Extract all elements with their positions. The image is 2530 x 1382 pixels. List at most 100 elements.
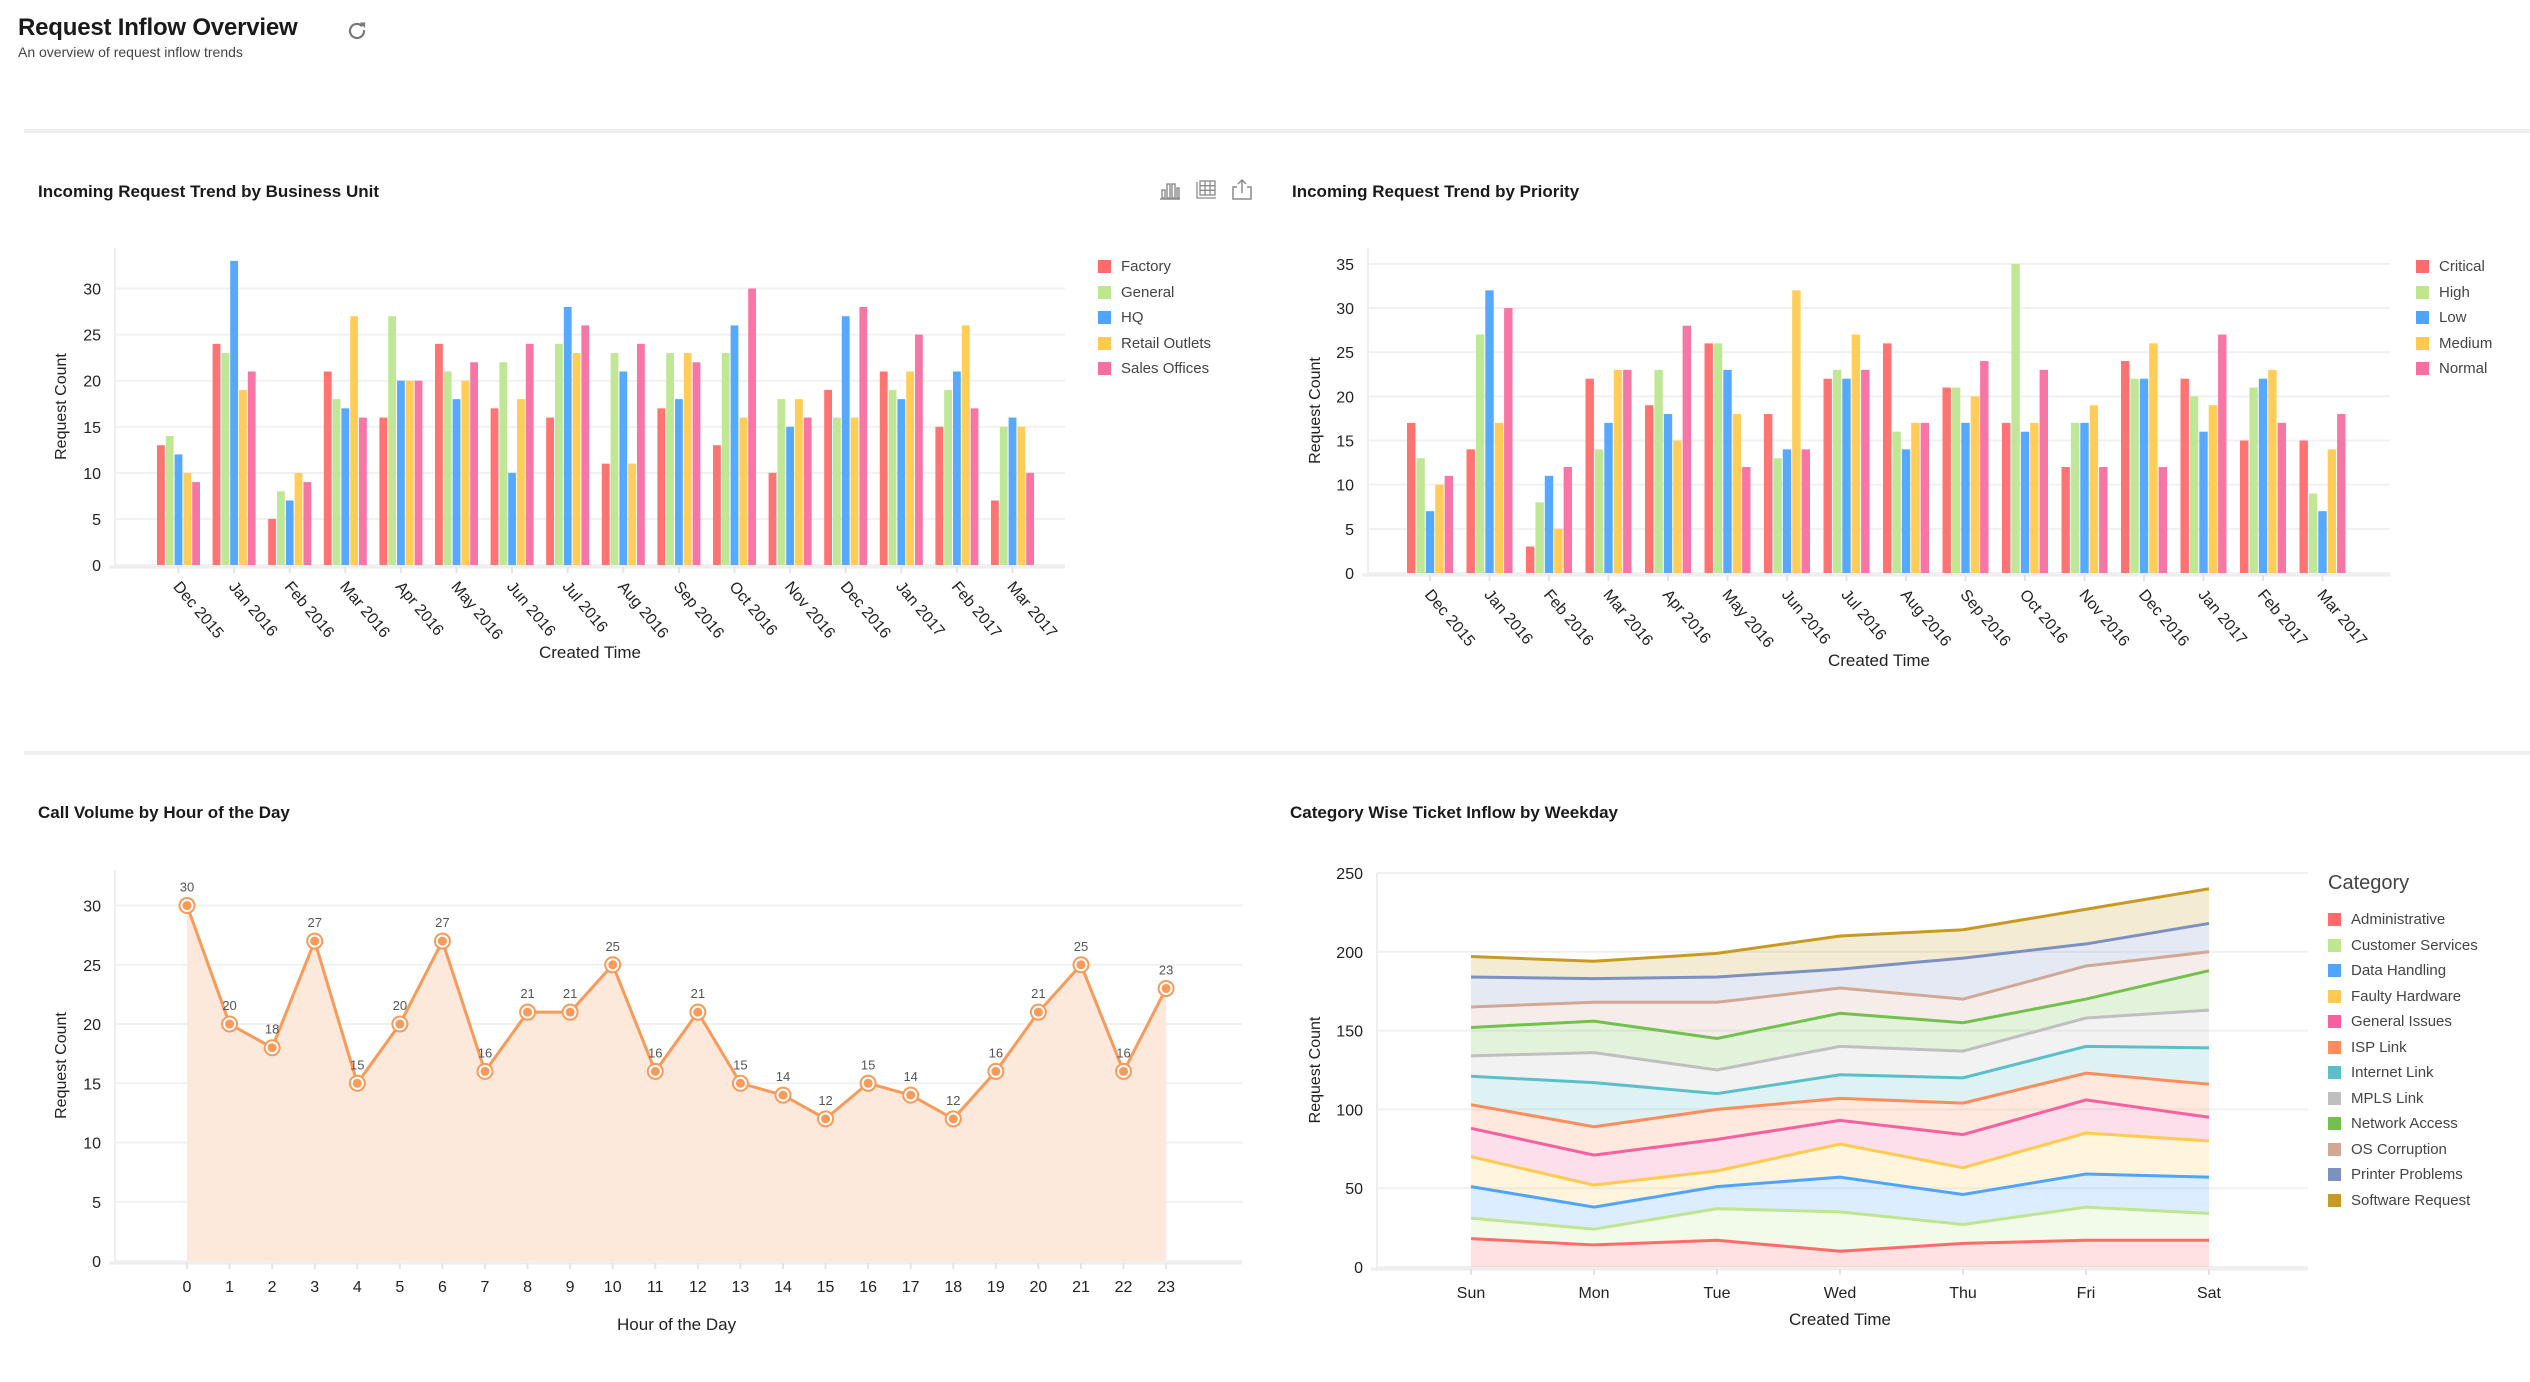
bar-critical xyxy=(2121,361,2130,573)
bar-general xyxy=(944,389,952,565)
bar-sales-offices xyxy=(414,380,423,565)
bar-retail-outlets xyxy=(628,463,636,565)
x-tick-label: 6 xyxy=(438,1279,447,1296)
bar-general xyxy=(999,426,1008,565)
bar-general xyxy=(555,343,563,565)
x-tick-label: Dec 2015 xyxy=(1421,587,1478,650)
x-tick-label: 8 xyxy=(523,1279,532,1296)
bar-chart-icon[interactable] xyxy=(1158,178,1182,202)
legend-label: Printer Problems xyxy=(2351,1166,2463,1184)
bar-hq xyxy=(230,260,238,565)
data-label: 12 xyxy=(818,1093,832,1108)
legend-item-general-issues[interactable]: General Issues xyxy=(2328,1009,2478,1035)
bar-high xyxy=(1654,369,1663,573)
bar-normal xyxy=(2158,467,2167,573)
bar-factory xyxy=(268,518,276,565)
area-mpls-link xyxy=(1471,1010,2209,1094)
bar-high xyxy=(1535,502,1544,573)
legend-item-isp-link[interactable]: ISP Link xyxy=(2328,1035,2478,1061)
data-point-core xyxy=(1033,1007,1043,1017)
line-isp-link xyxy=(1470,1071,2210,1129)
bar-retail-outlets xyxy=(906,371,914,565)
bar-general xyxy=(777,399,786,565)
data-label: 16 xyxy=(478,1045,492,1060)
export-icon[interactable] xyxy=(1230,178,1254,202)
bar-normal xyxy=(2337,414,2346,573)
legend-item-medium[interactable]: Medium xyxy=(2416,331,2492,357)
legend-swatch xyxy=(2328,913,2341,927)
data-point-core xyxy=(650,1066,660,1076)
bar-medium xyxy=(1494,422,1504,573)
legend-item-retail-outlets[interactable]: Retail Outlets xyxy=(1098,331,1211,357)
legend-item-factory[interactable]: Factory xyxy=(1098,254,1211,280)
bar-medium xyxy=(1792,290,1801,573)
x-tick-label: Jan 2017 xyxy=(2194,587,2249,648)
legend-item-faulty-hardware[interactable]: Faulty Hardware xyxy=(2328,984,2478,1010)
x-tick-label: 18 xyxy=(944,1279,962,1296)
bar-high xyxy=(1475,334,1485,573)
bar-high xyxy=(2249,387,2258,573)
legend-item-low[interactable]: Low xyxy=(2416,305,2492,331)
bar-critical xyxy=(1407,422,1416,573)
x-tick-label: Jan 2016 xyxy=(225,579,280,640)
legend-label: Faulty Hardware xyxy=(2351,987,2462,1005)
x-tick-label: 11 xyxy=(647,1279,664,1296)
bar-low xyxy=(1842,378,1851,573)
legend-item-critical[interactable]: Critical xyxy=(2416,254,2492,280)
legend-item-software-request[interactable]: Software Request xyxy=(2328,1188,2478,1214)
x-tick-label: Fri xyxy=(2077,1285,2096,1302)
legend-item-sales-offices[interactable]: Sales Offices xyxy=(1098,356,1211,382)
x-tick-label: Jul 2016 xyxy=(1837,587,1889,644)
x-tick-label: Jul 2016 xyxy=(559,579,611,636)
bar-retail-outlets xyxy=(350,316,358,565)
legend-label: Low xyxy=(2439,309,2467,327)
bar-hq xyxy=(841,316,850,565)
legend-item-os-corruption[interactable]: OS Corruption xyxy=(2328,1137,2478,1163)
y-tick-label: 35 xyxy=(1336,257,1354,274)
bar-general xyxy=(833,417,841,565)
legend-item-printer-problems[interactable]: Printer Problems xyxy=(2328,1162,2478,1188)
bar-high xyxy=(1951,387,1961,573)
legend-label: Medium xyxy=(2439,334,2493,352)
legend-label: Normal xyxy=(2439,360,2488,378)
legend-item-hq[interactable]: HQ xyxy=(1098,305,1211,331)
table-icon[interactable] xyxy=(1194,178,1218,202)
legend-item-high[interactable]: High xyxy=(2416,280,2492,306)
legend-item-network-access[interactable]: Network Access xyxy=(2328,1111,2478,1137)
legend-item-customer-services[interactable]: Customer Services xyxy=(2328,933,2478,959)
data-point-core xyxy=(480,1066,490,1076)
bar-medium xyxy=(1673,440,1682,573)
refresh-icon[interactable] xyxy=(344,18,370,44)
x-tick-label: Wed xyxy=(1824,1285,1857,1302)
bar-sales-offices xyxy=(915,334,923,565)
legend-swatch xyxy=(1098,260,1111,274)
y-tick-label: 50 xyxy=(1345,1181,1363,1198)
legend-item-internet-link[interactable]: Internet Link xyxy=(2328,1060,2478,1086)
bar-factory xyxy=(935,426,944,565)
legend-item-data-handling[interactable]: Data Handling xyxy=(2328,958,2478,984)
x-tick-label: Mar 2016 xyxy=(1599,587,1656,650)
y-tick-label: 15 xyxy=(83,1076,101,1093)
data-label: 21 xyxy=(1031,986,1045,1001)
bar-factory xyxy=(713,445,721,565)
bar-low xyxy=(2139,378,2149,573)
x-tick-label: 9 xyxy=(566,1279,575,1296)
x-tick-label: 13 xyxy=(732,1279,750,1296)
bar-low xyxy=(1723,369,1732,573)
legend-item-administrative[interactable]: Administrative xyxy=(2328,907,2478,933)
bar-general xyxy=(332,399,341,565)
bar-critical xyxy=(1704,343,1713,573)
bar-general xyxy=(666,353,674,565)
legend-item-mpls-link[interactable]: MPLS Link xyxy=(2328,1086,2478,1112)
y-tick-label: 20 xyxy=(1336,389,1354,406)
legend-item-general[interactable]: General xyxy=(1098,280,1211,306)
data-label: 25 xyxy=(1074,939,1088,954)
legend-label: High xyxy=(2439,283,2470,301)
x-tick-label: Nov 2016 xyxy=(2075,587,2132,650)
bar-retail-outlets xyxy=(294,472,303,565)
bar-general xyxy=(443,371,452,565)
bar-factory xyxy=(824,389,832,565)
legend-item-normal[interactable]: Normal xyxy=(2416,356,2492,382)
data-label: 16 xyxy=(1116,1045,1130,1060)
bar-general xyxy=(221,353,230,565)
